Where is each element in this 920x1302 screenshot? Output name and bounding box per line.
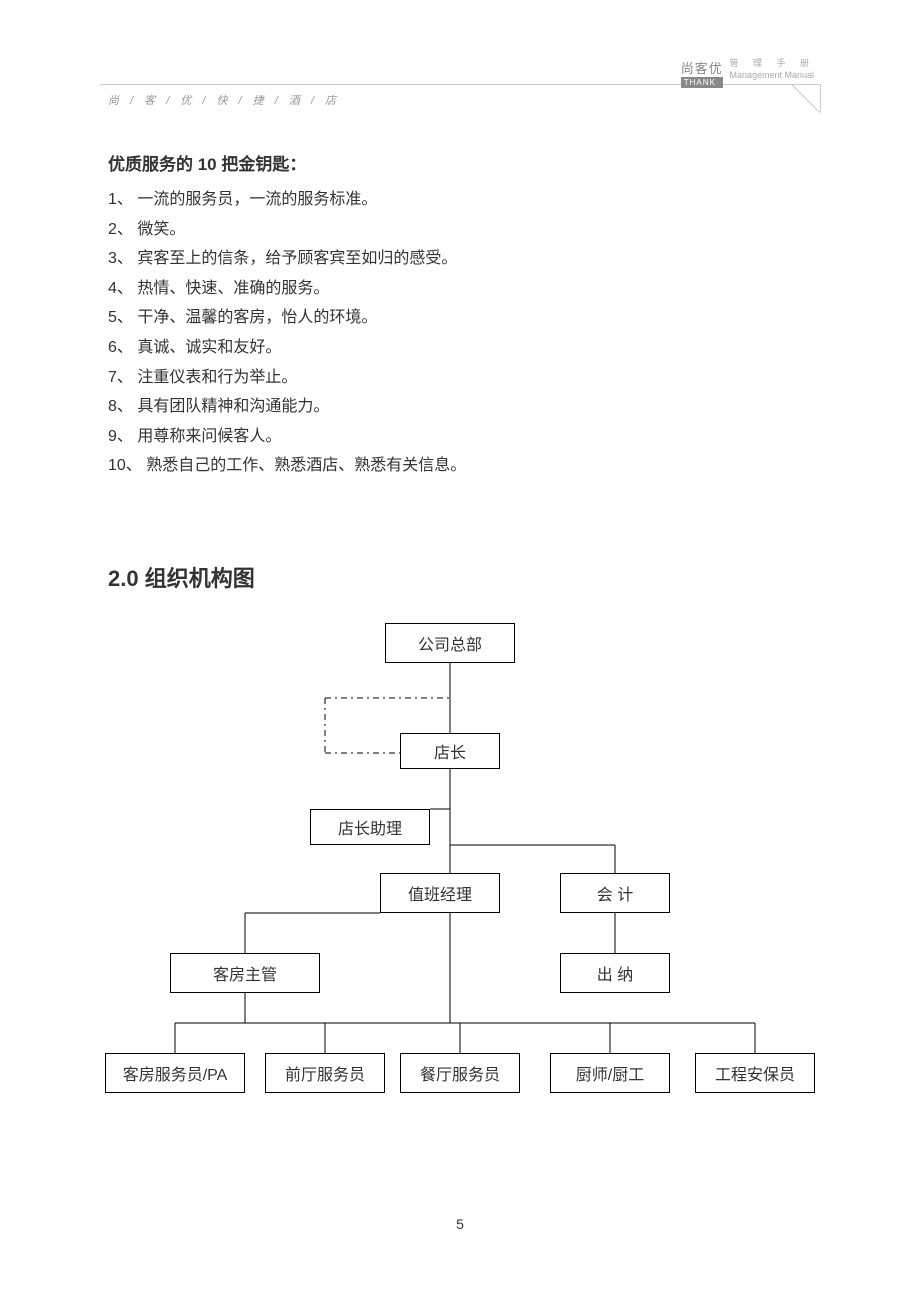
list-item-text: 注重仪表和行为举止。 [133, 369, 297, 386]
list-item-text: 宾客至上的信条，给予顾客宾至如归的感受。 [133, 250, 457, 267]
brand-en: THANK [681, 77, 723, 88]
list-item: 6、 真诚、诚实和友好。 [108, 333, 812, 363]
org-node-front: 前厅服务员 [265, 1053, 385, 1093]
section-heading-2: 2.0 组织机构图 [108, 561, 812, 593]
org-node-eng: 工程安保员 [695, 1053, 815, 1093]
org-chart-lines [100, 623, 820, 1083]
org-node-duty: 值班经理 [380, 873, 500, 913]
corner-mark-icon [792, 84, 820, 112]
org-node-chef: 厨师/厨工 [550, 1053, 670, 1093]
list-item-number: 2、 [108, 215, 133, 245]
manual-title-en: Management Manual [729, 70, 815, 82]
list-item-text: 真诚、诚实和友好。 [133, 339, 281, 356]
list-item-text: 用尊称来问候客人。 [133, 428, 281, 445]
org-node-rest: 餐厅服务员 [400, 1053, 520, 1093]
brand-cn: 尚客优 [681, 58, 723, 77]
list-item-text: 热情、快速、准确的服务。 [133, 280, 329, 297]
list-item-text: 干净、温馨的客房，怡人的环境。 [133, 309, 377, 326]
list-item-number: 9、 [108, 422, 133, 452]
org-node-acct: 会 计 [560, 873, 670, 913]
list-item-number: 5、 [108, 303, 133, 333]
list-item: 9、 用尊称来问候客人。 [108, 422, 812, 452]
org-node-asst: 店长助理 [310, 809, 430, 845]
manual-title-cn: 管 理 手 册 [729, 58, 815, 70]
org-node-hq: 公司总部 [385, 623, 515, 663]
list-item-number: 4、 [108, 274, 133, 304]
list-item-number: 8、 [108, 392, 133, 422]
list-item-text: 微笑。 [133, 221, 185, 238]
list-item-text: 一流的服务员，一流的服务标准。 [133, 191, 377, 208]
section-title: 优质服务的 10 把金钥匙： [108, 150, 812, 175]
list-item-number: 10、 [108, 451, 142, 481]
list-item: 4、 热情、快速、准确的服务。 [108, 274, 812, 304]
list-item-number: 1、 [108, 185, 133, 215]
org-node-room: 客房服务员/PA [105, 1053, 245, 1093]
list-item-text: 熟悉自己的工作、熟悉酒店、熟悉有关信息。 [142, 457, 466, 474]
list-item: 5、 干净、温馨的客房，怡人的环境。 [108, 303, 812, 333]
keys-list: 1、 一流的服务员，一流的服务标准。2、 微笑。3、 宾客至上的信条，给予顾客宾… [108, 185, 812, 481]
list-item-number: 7、 [108, 363, 133, 393]
org-node-house: 客房主管 [170, 953, 320, 993]
list-item: 3、 宾客至上的信条，给予顾客宾至如归的感受。 [108, 244, 812, 274]
list-item-number: 3、 [108, 244, 133, 274]
org-node-manager: 店长 [400, 733, 500, 769]
list-item: 10、 熟悉自己的工作、熟悉酒店、熟悉有关信息。 [108, 451, 812, 481]
page-content: 优质服务的 10 把金钥匙： 1、 一流的服务员，一流的服务标准。2、 微笑。3… [108, 150, 812, 1083]
list-item-text: 具有团队精神和沟通能力。 [133, 398, 329, 415]
org-node-cashier: 出 纳 [560, 953, 670, 993]
list-item: 7、 注重仪表和行为举止。 [108, 363, 812, 393]
list-item: 1、 一流的服务员，一流的服务标准。 [108, 185, 812, 215]
breadcrumb: 尚 / 客 / 优 / 快 / 捷 / 酒 / 店 [108, 92, 340, 108]
page-number: 5 [0, 1216, 920, 1232]
org-chart: 公司总部店长店长助理值班经理会 计客房主管出 纳客房服务员/PA前厅服务员餐厅服… [100, 623, 820, 1083]
list-item: 8、 具有团队精神和沟通能力。 [108, 392, 812, 422]
list-item: 2、 微笑。 [108, 215, 812, 245]
list-item-number: 6、 [108, 333, 133, 363]
